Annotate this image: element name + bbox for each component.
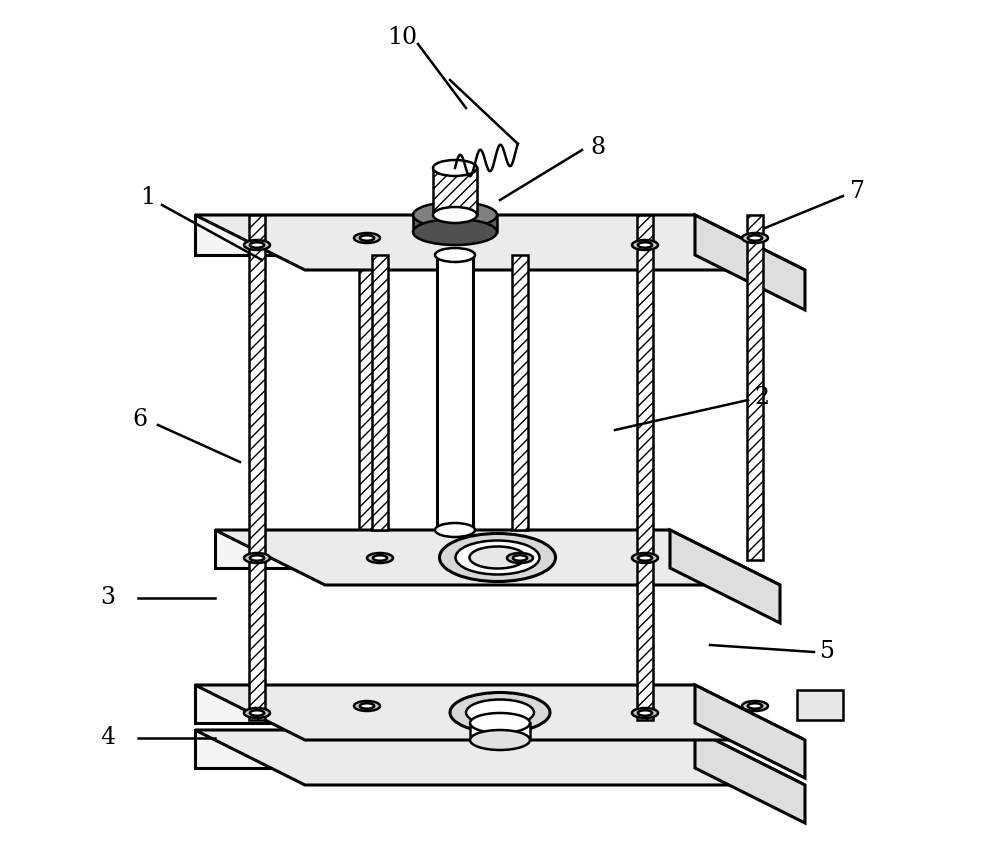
Text: 7: 7 (850, 181, 866, 204)
Ellipse shape (433, 207, 477, 223)
Ellipse shape (250, 556, 264, 561)
Polygon shape (195, 215, 695, 255)
Polygon shape (195, 685, 805, 740)
Text: 10: 10 (387, 26, 417, 49)
Bar (512, 255, 528, 530)
Ellipse shape (638, 242, 652, 248)
Ellipse shape (435, 248, 475, 262)
Text: 3: 3 (100, 586, 116, 609)
Polygon shape (695, 730, 805, 823)
Polygon shape (195, 685, 695, 723)
Ellipse shape (360, 235, 374, 241)
Ellipse shape (638, 711, 652, 716)
Ellipse shape (742, 233, 768, 243)
Bar (470, 723, 530, 740)
Polygon shape (195, 730, 695, 768)
Bar (747, 215, 763, 560)
Text: 4: 4 (100, 727, 116, 750)
Bar (437, 255, 473, 530)
Ellipse shape (456, 540, 540, 574)
Ellipse shape (244, 708, 270, 718)
Ellipse shape (632, 553, 658, 563)
Ellipse shape (250, 242, 264, 248)
Bar (433, 168, 477, 215)
Ellipse shape (513, 556, 527, 561)
Bar (413, 215, 497, 232)
Ellipse shape (354, 233, 380, 243)
Text: 5: 5 (820, 641, 836, 664)
Ellipse shape (470, 546, 526, 568)
Ellipse shape (413, 219, 497, 245)
Polygon shape (695, 685, 805, 778)
Ellipse shape (440, 533, 556, 582)
Polygon shape (195, 730, 805, 785)
Ellipse shape (367, 553, 393, 563)
Bar (372, 255, 388, 530)
Text: 8: 8 (590, 136, 606, 159)
Ellipse shape (413, 202, 497, 228)
Text: 6: 6 (132, 408, 148, 431)
Polygon shape (797, 690, 843, 720)
Polygon shape (670, 530, 780, 623)
Ellipse shape (250, 711, 264, 716)
Ellipse shape (466, 699, 534, 726)
Ellipse shape (433, 160, 477, 176)
Ellipse shape (632, 708, 658, 718)
Bar (637, 215, 653, 720)
Text: 2: 2 (754, 387, 770, 410)
Ellipse shape (632, 240, 658, 250)
Bar (359, 215, 375, 560)
Ellipse shape (748, 235, 762, 241)
Polygon shape (195, 215, 805, 270)
Ellipse shape (244, 553, 270, 563)
Ellipse shape (470, 713, 530, 733)
Ellipse shape (435, 523, 475, 537)
Polygon shape (215, 530, 780, 585)
Ellipse shape (507, 553, 533, 563)
Ellipse shape (450, 693, 550, 733)
Bar (249, 215, 265, 720)
Ellipse shape (244, 240, 270, 250)
Polygon shape (695, 215, 805, 310)
Ellipse shape (638, 556, 652, 561)
Ellipse shape (748, 703, 762, 709)
Ellipse shape (373, 556, 387, 561)
Ellipse shape (742, 701, 768, 711)
Text: 1: 1 (140, 187, 156, 210)
Polygon shape (215, 530, 670, 568)
Ellipse shape (354, 701, 380, 711)
Ellipse shape (470, 730, 530, 750)
Ellipse shape (360, 703, 374, 709)
